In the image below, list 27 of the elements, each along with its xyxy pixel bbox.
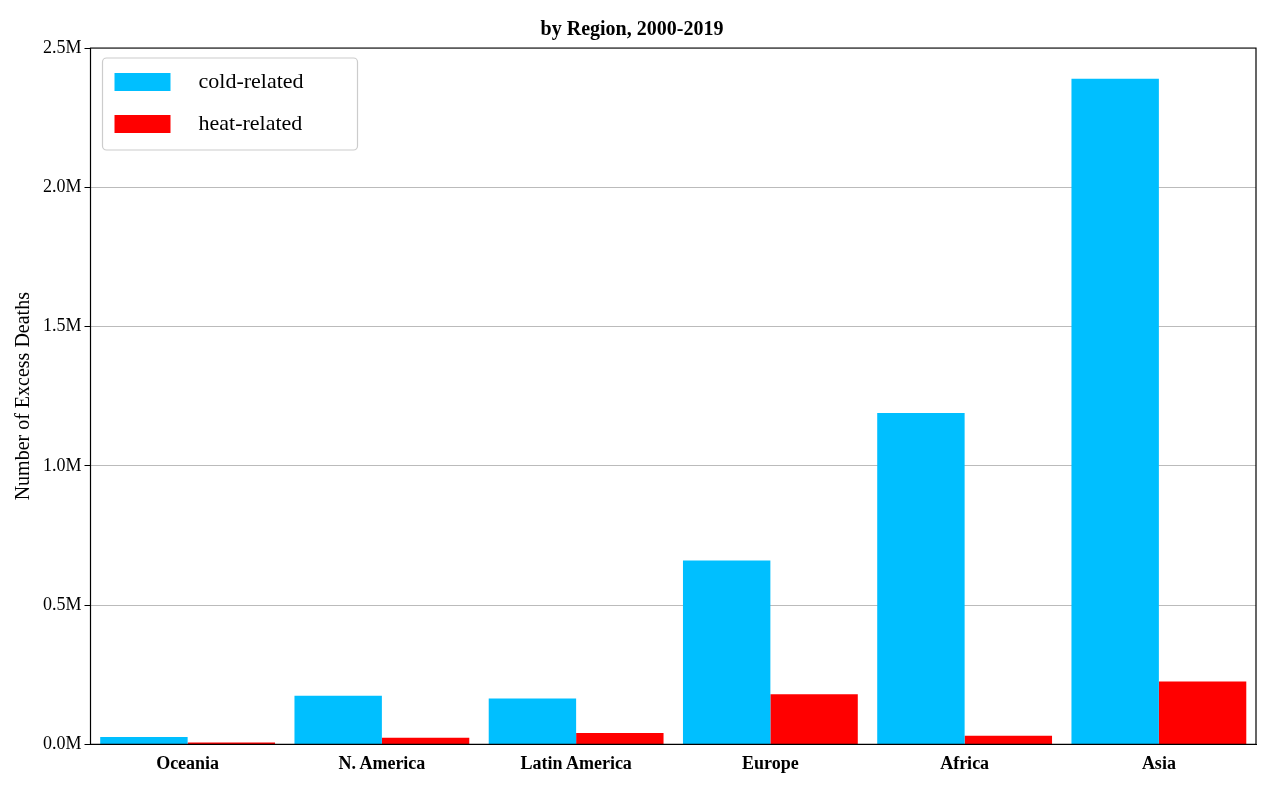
bar — [381, 737, 470, 744]
bar — [770, 694, 858, 744]
bar — [1071, 78, 1159, 744]
y-tick-label: 1.0M — [42, 454, 82, 475]
bar — [100, 736, 188, 744]
x-tick-label: Africa — [940, 752, 990, 773]
legend-label: heat-related — [198, 109, 303, 135]
y-axis-title: Number of Excess Deaths — [11, 291, 34, 501]
x-tick-label: Oceania — [156, 752, 220, 773]
y-tick-label: 1.5M — [42, 315, 82, 336]
y-tick-label: 2.0M — [42, 176, 82, 197]
x-tick-label: Europe — [742, 752, 799, 773]
x-tick-label: Asia — [1141, 752, 1176, 773]
y-tick-label: 0.5M — [42, 593, 82, 614]
bar — [488, 698, 577, 744]
chart-title: by Region, 2000-2019 — [540, 17, 724, 41]
bar — [964, 735, 1053, 744]
bar — [576, 732, 664, 744]
bar — [682, 560, 771, 744]
legend-label: cold-related — [198, 67, 304, 93]
y-tick-label: 2.5M — [42, 36, 82, 57]
bar — [1158, 681, 1247, 744]
bar — [294, 695, 382, 744]
bar — [877, 412, 965, 744]
y-tick-label: 0.0M — [42, 733, 82, 754]
x-tick-label: Latin America — [520, 752, 632, 773]
x-tick-label: N. America — [338, 752, 426, 773]
